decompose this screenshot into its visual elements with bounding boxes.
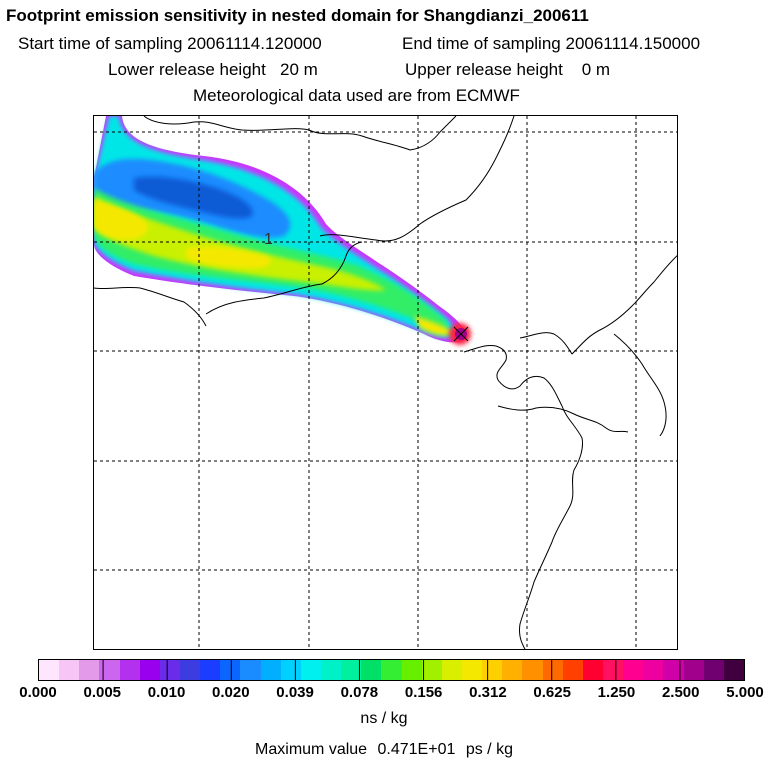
plot-title: Footprint emission sensitivity in nested…: [6, 6, 589, 25]
colorbar-segment: [582, 660, 603, 680]
colorbar-segment: [401, 660, 422, 680]
map-canvas: 1: [94, 116, 677, 649]
colorbar-segment: [623, 660, 644, 680]
colorbar: [38, 659, 745, 681]
colorbar-segment: [643, 660, 664, 680]
colorbar-segment: [139, 660, 160, 680]
colorbar-segment: [79, 660, 100, 680]
colorbar-segment: [502, 660, 523, 680]
border-hebei: [205, 241, 363, 315]
lower-release-height: Lower release height 20 m: [108, 60, 318, 80]
colorbar-segment: [441, 660, 462, 680]
plume-source-tail: [414, 316, 454, 336]
max-value-unit: ps / kg: [465, 741, 513, 758]
colorbar-segment: [300, 660, 321, 680]
end-time: End time of sampling 20061114.150000: [402, 34, 700, 54]
footprint-map: 1: [93, 115, 678, 650]
upper-height-label: Upper release height: [405, 60, 563, 79]
colorbar-segment: [240, 660, 261, 680]
colorbar-segment: [602, 660, 624, 680]
plume-lime-band: [94, 196, 386, 291]
colorbar-segment: [119, 660, 140, 680]
colorbar-segment: [260, 660, 281, 680]
coast-bohai: [463, 345, 583, 649]
lower-height-label: Lower release height: [108, 60, 266, 79]
border-inner-mongolia: [319, 116, 515, 242]
colorbar-tick-label: 0.000: [19, 684, 57, 701]
colorbar-tick-label: 1.250: [597, 684, 636, 701]
colorbar-segment: [522, 660, 543, 680]
colorbar-tick-label: 0.078: [340, 684, 379, 701]
colorbar-tick-label: 0.312: [469, 684, 507, 701]
colorbar-segment: [99, 660, 120, 680]
colorbar-segment: [461, 660, 483, 680]
colorbar-segment: [200, 660, 221, 680]
colorbar-tick-label: 0.020: [212, 684, 250, 701]
coast-korea: [613, 333, 667, 437]
marker-stroke-2: [453, 326, 469, 342]
colorbar-segment: [320, 660, 342, 680]
release-site-marker: [453, 326, 469, 342]
max-value-number: 0.471E+01: [377, 741, 456, 758]
colorbar-segment: [39, 660, 60, 680]
plume-yellow-core-2: [186, 246, 271, 268]
colorbar-segment: [663, 660, 684, 680]
colorbar-segment: [179, 660, 201, 680]
coast-shandong: [497, 405, 629, 433]
colorbar-tick-label: 0.625: [533, 684, 571, 701]
colorbar-tick-label: 5.000: [726, 684, 764, 701]
contour-label: 1: [264, 231, 273, 248]
max-value-label: Maximum value: [255, 741, 368, 758]
border-north: [143, 116, 457, 151]
colorbar-tick-label: 0.005: [83, 684, 122, 701]
upper-height-value: 0 m: [581, 60, 611, 79]
lower-height-value: 20 m: [280, 60, 318, 79]
end-time-value: 20061114.150000: [565, 34, 701, 53]
lat-lon-grid: [94, 116, 677, 649]
coastlines-borders: [94, 116, 677, 649]
met-data-source: Meteorological data used are from ECMWF: [193, 86, 520, 105]
colorbar-segment: [683, 660, 704, 680]
colorbar-units: ns / kg: [360, 710, 408, 727]
colorbar-segment: [562, 660, 583, 680]
upper-release-height: Upper release height 0 m: [405, 60, 610, 80]
colorbar-tick-label: 0.010: [147, 684, 186, 701]
colorbar-dividers: [102, 660, 681, 680]
start-time-label: Start time of sampling: [18, 34, 183, 53]
colorbar-segment: [703, 660, 724, 680]
start-time: Start time of sampling 20061114.120000: [18, 34, 322, 54]
colorbar-tick-label: 0.039: [276, 684, 314, 701]
emission-plume: [94, 116, 471, 345]
colorbar-segment: [542, 660, 563, 680]
start-time-value: 20061114.120000: [187, 34, 322, 53]
plume-darkblue-core: [134, 176, 253, 219]
colorbar-tick-label: 0.156: [404, 684, 443, 701]
colorbar-segment: [361, 660, 382, 680]
maximum-value: Maximum value 0.471E+01 ps / kg: [0, 741, 768, 759]
coast-liaodong: [519, 255, 677, 355]
colorbar-segment: [220, 660, 241, 680]
colorbar-segment: [723, 660, 744, 680]
colorbar-segment: [341, 660, 362, 680]
colorbar-segment: [421, 660, 442, 680]
border-west-1: [94, 286, 207, 327]
colorbar-segment: [159, 660, 180, 680]
end-time-label: End time of sampling: [402, 34, 561, 53]
plume-yellow-core: [94, 200, 148, 240]
colorbar-segment: [381, 660, 402, 680]
colorbar-segment: [482, 660, 503, 680]
colorbar-tick-label: 2.500: [661, 684, 700, 701]
colorbar-segment: [59, 660, 80, 680]
